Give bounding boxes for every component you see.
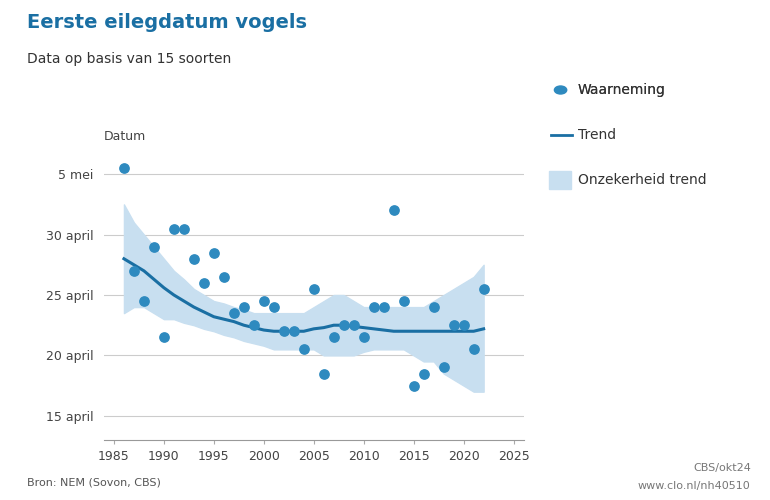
Text: Waarneming: Waarneming (578, 83, 665, 97)
Point (337, 321, 350, 329)
Point (347, 321, 360, 329)
Point (158, 334, 170, 342)
Point (407, 382, 420, 390)
Point (357, 334, 370, 342)
Point (288, 327, 300, 335)
Point (298, 346, 310, 354)
Text: Onzekerheid trend: Onzekerheid trend (578, 173, 706, 187)
Point (188, 255, 200, 263)
Text: Bron: NEM (Sovon, CBS): Bron: NEM (Sovon, CBS) (27, 478, 161, 488)
Text: Trend: Trend (578, 128, 616, 142)
Point (168, 224, 180, 232)
Point (477, 285, 490, 293)
Point (447, 321, 460, 329)
Point (457, 321, 470, 329)
Point (377, 303, 390, 311)
Point (268, 303, 280, 311)
Point (238, 303, 250, 311)
Point (118, 164, 130, 172)
Point (317, 370, 330, 378)
Point (258, 297, 270, 305)
Point (427, 303, 440, 311)
Point (138, 297, 150, 305)
Point (278, 327, 290, 335)
Point (437, 364, 450, 372)
Point (128, 267, 140, 275)
Text: Datum: Datum (104, 130, 146, 143)
Point (178, 224, 190, 232)
Point (228, 309, 240, 317)
Point (148, 242, 160, 250)
Point (387, 206, 400, 214)
Text: Data op basis van 15 soorten: Data op basis van 15 soorten (27, 52, 231, 66)
Text: Eerste eilegdatum vogels: Eerste eilegdatum vogels (27, 12, 307, 32)
Point (327, 334, 340, 342)
Text: www.clo.nl/nh40510: www.clo.nl/nh40510 (638, 481, 751, 491)
Point (397, 297, 410, 305)
Point (248, 321, 260, 329)
Point (308, 285, 320, 293)
Point (367, 303, 380, 311)
Text: Waarneming: Waarneming (578, 83, 665, 97)
Point (467, 346, 480, 354)
Text: CBS/okt24: CBS/okt24 (693, 462, 751, 472)
Point (198, 279, 210, 287)
Point (417, 370, 430, 378)
Point (218, 273, 230, 281)
Point (208, 248, 220, 256)
